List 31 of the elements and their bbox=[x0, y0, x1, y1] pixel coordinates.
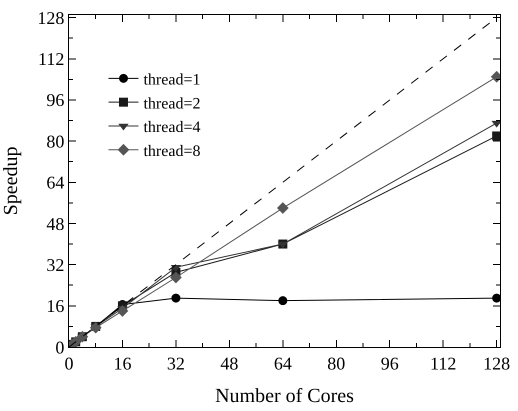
legend-label: thread=1 bbox=[143, 72, 200, 89]
point bbox=[276, 202, 289, 214]
y-tick-label: 48 bbox=[46, 214, 64, 234]
y-tick-label: 128 bbox=[37, 8, 64, 28]
x-tick-label: 64 bbox=[274, 354, 292, 374]
x-tick-label: 80 bbox=[327, 354, 346, 374]
x-tick-label: 128 bbox=[483, 354, 510, 374]
legend-label: thread=2 bbox=[143, 95, 200, 112]
y-tick-label: 32 bbox=[46, 254, 64, 275]
point bbox=[170, 272, 182, 284]
point bbox=[492, 131, 500, 140]
y-tick-label: 96 bbox=[46, 90, 64, 110]
y-tick-label: 64 bbox=[46, 172, 64, 193]
y-axis-title: Speedup bbox=[0, 146, 22, 216]
point bbox=[278, 296, 288, 306]
y-tick-label: 112 bbox=[38, 49, 64, 70]
point bbox=[492, 294, 500, 303]
x-tick-label: 112 bbox=[430, 354, 456, 374]
x-tick-label: 16 bbox=[113, 354, 132, 374]
point bbox=[116, 305, 128, 317]
y-tick-label: 16 bbox=[46, 296, 64, 316]
y-tick-label: 80 bbox=[46, 131, 64, 152]
x-tick-label: 32 bbox=[166, 354, 185, 374]
legend-label: thread=4 bbox=[143, 119, 200, 136]
x-tick-label: 48 bbox=[220, 354, 238, 374]
x-tick-label: 96 bbox=[380, 354, 399, 374]
point bbox=[90, 322, 102, 334]
y-tick-label: 0 bbox=[55, 337, 64, 358]
point bbox=[171, 294, 180, 303]
legend-label: thread=8 bbox=[143, 143, 200, 160]
x-axis-title: Number of Cores bbox=[215, 385, 354, 408]
